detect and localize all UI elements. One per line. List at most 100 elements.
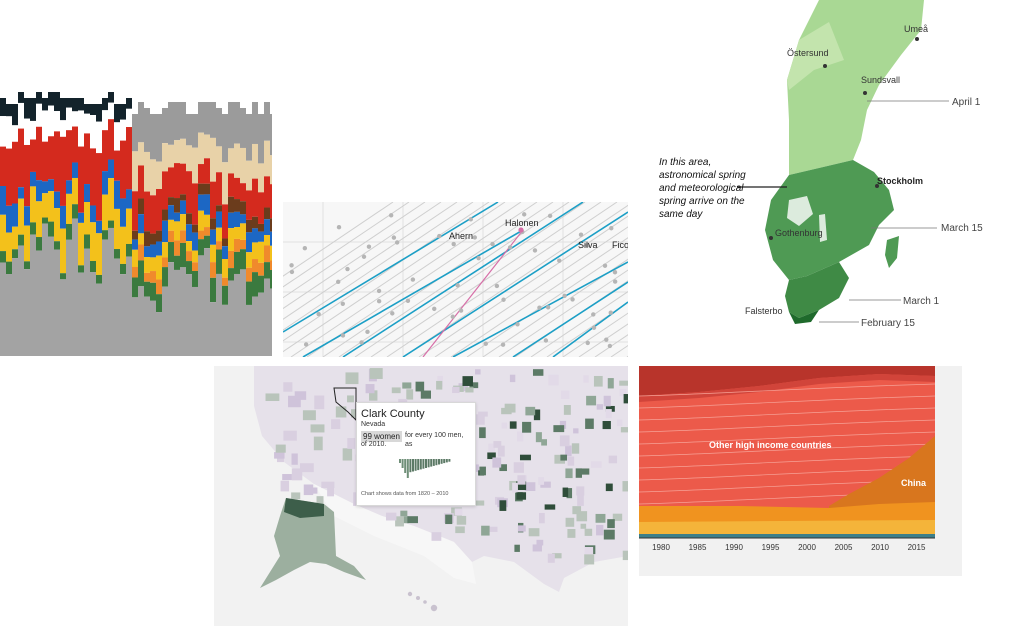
stack-cell: [162, 220, 168, 243]
stack-cell: [0, 214, 6, 252]
leader-point: [591, 312, 596, 317]
stack-cell: [24, 261, 30, 270]
county-cell: [596, 524, 604, 536]
stack-cell: [210, 302, 216, 356]
stack-cell: [198, 132, 204, 165]
city-dot-umea: [915, 37, 919, 41]
stack-cell: [54, 111, 60, 132]
county-cell: [596, 404, 604, 410]
x-tick-label: 1980: [652, 543, 670, 552]
spring-annotation: In this area, astronomical spring and me…: [659, 157, 746, 220]
leader-term-line: [402, 211, 628, 357]
county-cell: [620, 427, 628, 433]
x-tick-label: 2015: [908, 543, 926, 552]
stack-cell: [186, 145, 192, 172]
stacked-columns-panel: [0, 88, 272, 356]
stack-cell: [24, 98, 30, 119]
stack-cell: [228, 102, 234, 149]
stack-cell: [36, 237, 42, 251]
county-cell: [554, 454, 566, 464]
county-cell: [294, 391, 307, 400]
stack-cell: [240, 269, 246, 356]
tooltip-state: Nevada: [361, 421, 386, 428]
band-line: [639, 455, 936, 469]
sparkline-bar: [430, 459, 433, 467]
sparkline-bar: [448, 459, 451, 462]
term-line: [466, 247, 628, 357]
stack-cell: [6, 232, 12, 262]
stack-cell: [252, 296, 258, 356]
leader-point: [451, 241, 456, 247]
county-cell: [567, 528, 576, 538]
stack-cell: [192, 224, 198, 233]
county-cell: [479, 466, 486, 476]
stack-cell: [54, 92, 60, 112]
stack-cell: [6, 104, 12, 117]
stack-cell: [72, 204, 78, 219]
county-cell: [456, 515, 467, 525]
stack-cell: [84, 133, 90, 185]
stack-cell: [216, 227, 222, 242]
term-line: [338, 202, 570, 357]
leaders-timeline-chart: Ahern Halonen Silva Fico: [283, 202, 628, 357]
stack-cell: [78, 212, 84, 223]
leader-point: [405, 298, 411, 303]
county-cell: [619, 380, 628, 386]
stack-cell: [204, 214, 210, 228]
stack-cell: [12, 104, 18, 126]
stack-cell: [174, 140, 180, 164]
stack-cell: [168, 167, 174, 198]
stack-cell: [126, 243, 132, 257]
county-cell: [573, 428, 579, 434]
city-dot-stockholm: [875, 184, 879, 188]
stack-cell: [36, 201, 42, 238]
stack-cell: [198, 255, 204, 356]
stack-cell: [102, 110, 108, 131]
stack-cell: [24, 269, 30, 356]
stack-cell: [246, 267, 252, 282]
county-cell: [288, 395, 301, 408]
sweden-spring-map: Östersund Umeå Sundsvall Stockholm Gothe…: [737, 0, 983, 329]
stack-cell: [204, 194, 210, 215]
sparkline-bar: [425, 459, 427, 468]
stack-cell: [180, 200, 186, 215]
leader-point: [458, 308, 464, 313]
stack-cell: [144, 108, 150, 152]
term-line: [562, 312, 628, 357]
stack-cell: [0, 251, 6, 263]
county-cell: [509, 421, 517, 429]
stack-cell: [78, 272, 84, 356]
stack-cell: [138, 142, 144, 166]
county-cell: [406, 389, 414, 400]
county-cell: [612, 513, 623, 521]
stack-cell: [126, 208, 132, 244]
x-tick-label: 1990: [725, 543, 743, 552]
nevada-outline: [333, 387, 357, 422]
stack-cell: [42, 141, 48, 182]
term-line: [283, 202, 426, 299]
stack-cell: [216, 146, 222, 173]
stack-cell: [234, 211, 240, 228]
term-line: [283, 202, 442, 310]
stack-cell: [204, 235, 210, 249]
stack-cell: [102, 194, 108, 231]
stack-cell: [60, 228, 66, 274]
stack-cell: [114, 258, 120, 356]
stack-cell: [18, 198, 24, 235]
term-line: [306, 202, 538, 357]
stack-cell: [66, 239, 72, 356]
stack-cell: [66, 193, 72, 224]
county-cell: [607, 519, 615, 529]
county-cell: [474, 414, 485, 425]
income-area-chart-panel: Other high income countries China 1980 19…: [639, 366, 962, 576]
stack-cell: [234, 273, 240, 356]
county-cell: [572, 506, 582, 515]
stack-cell: [30, 98, 36, 121]
term-line: [482, 258, 628, 357]
stack-cell: [6, 274, 12, 356]
band-line: [639, 431, 936, 445]
stack-cell: [12, 141, 18, 204]
county-cell: [415, 381, 425, 392]
leader-point: [585, 340, 590, 346]
stack-cell: [168, 242, 174, 263]
